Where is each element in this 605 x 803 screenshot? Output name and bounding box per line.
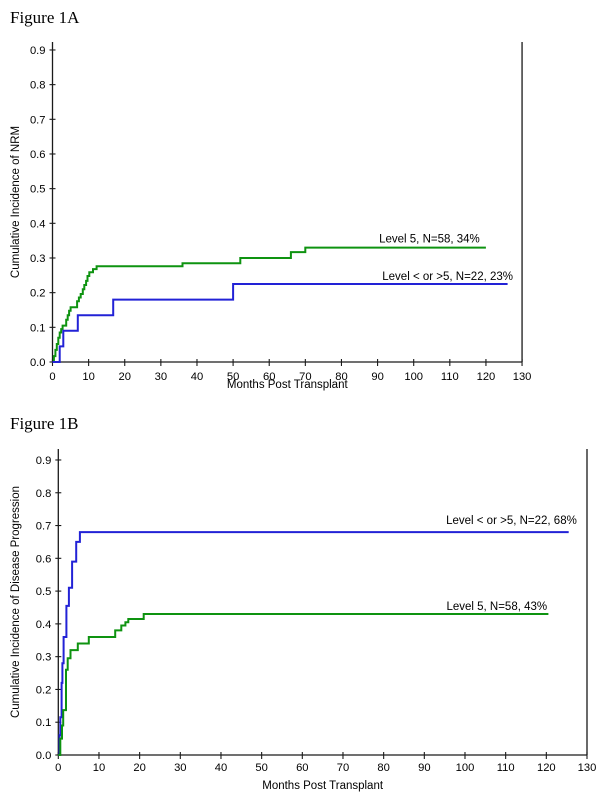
y-tick-label: 0.8 [36, 488, 52, 500]
x-tick-label: 60 [263, 371, 275, 383]
y-tick-label: 0.8 [30, 80, 46, 92]
x-tick-label: 60 [296, 762, 308, 774]
y-tick-label: 0.1 [30, 322, 46, 334]
y-tick-label: 0.3 [36, 652, 52, 664]
x-tick-label: 50 [255, 762, 267, 774]
series-label-level-5: Level 5, N=58, 34% [379, 234, 480, 246]
y-tick-label: 0.5 [30, 184, 46, 196]
series-label-level-or-5: Level < or >5, N=22, 68% [446, 515, 577, 527]
x-tick-label: 30 [155, 371, 167, 383]
x-tick-label: 10 [93, 762, 105, 774]
x-tick-label: 70 [299, 371, 311, 383]
x-tick-label: 120 [477, 371, 496, 383]
series-line-level-or-5 [52, 283, 508, 363]
figure-1a-title: Figure 1A [10, 8, 80, 27]
y-tick-label: 0.4 [30, 218, 46, 230]
x-tick-label: 100 [456, 762, 475, 774]
y-tick-label: 0.6 [36, 553, 52, 565]
y-tick-label: 0.7 [36, 521, 52, 533]
x-tick-label: 0 [49, 371, 55, 383]
x-tick-label: 40 [191, 371, 203, 383]
y-axis-label: Cumulative Incidence of NRM [10, 126, 22, 278]
series-label-level-or-5: Level < or >5, N=22, 23% [382, 271, 513, 283]
x-tick-label: 50 [227, 371, 239, 383]
x-tick-label: 70 [337, 762, 349, 774]
y-tick-label: 0.2 [36, 684, 52, 696]
x-tick-label: 10 [82, 371, 94, 383]
y-tick-label: 0.0 [30, 357, 46, 369]
y-tick-label: 0.1 [36, 717, 52, 729]
x-tick-label: 0 [55, 762, 61, 774]
x-tick-label: 80 [377, 762, 389, 774]
y-tick-label: 0.7 [30, 114, 46, 126]
series-line-level-5 [58, 613, 549, 756]
series-line-level-5 [52, 246, 486, 363]
x-axis-label: Months Post Transplant [262, 780, 384, 792]
y-tick-label: 0.2 [30, 288, 46, 300]
x-tick-label: 110 [441, 371, 459, 383]
x-tick-label: 90 [371, 371, 383, 383]
x-tick-label: 80 [335, 371, 347, 383]
x-tick-label: 120 [537, 762, 556, 774]
y-tick-label: 0.5 [36, 586, 52, 598]
x-tick-label: 20 [133, 762, 145, 774]
y-tick-label: 0.9 [30, 45, 46, 57]
y-axis-label: Cumulative Incidence of Disease Progress… [10, 486, 22, 718]
x-tick-label: 130 [578, 762, 597, 774]
figure-1b-title: Figure 1B [10, 414, 79, 433]
series-line-level-or-5 [58, 531, 569, 756]
x-tick-label: 110 [497, 762, 515, 774]
y-tick-label: 0.6 [30, 149, 46, 161]
y-tick-label: 0.9 [36, 455, 52, 467]
y-tick-label: 0.3 [30, 253, 46, 265]
series-label-level-5: Level 5, N=58, 43% [446, 601, 547, 613]
x-tick-label: 100 [404, 371, 423, 383]
y-tick-label: 0.0 [36, 750, 52, 762]
x-tick-label: 40 [215, 762, 227, 774]
y-tick-label: 0.4 [36, 619, 52, 631]
x-tick-label: 90 [418, 762, 430, 774]
x-tick-label: 30 [174, 762, 186, 774]
x-tick-label: 130 [513, 371, 532, 383]
x-tick-label: 20 [119, 371, 131, 383]
x-axis-label: Months Post Transplant [227, 379, 349, 391]
